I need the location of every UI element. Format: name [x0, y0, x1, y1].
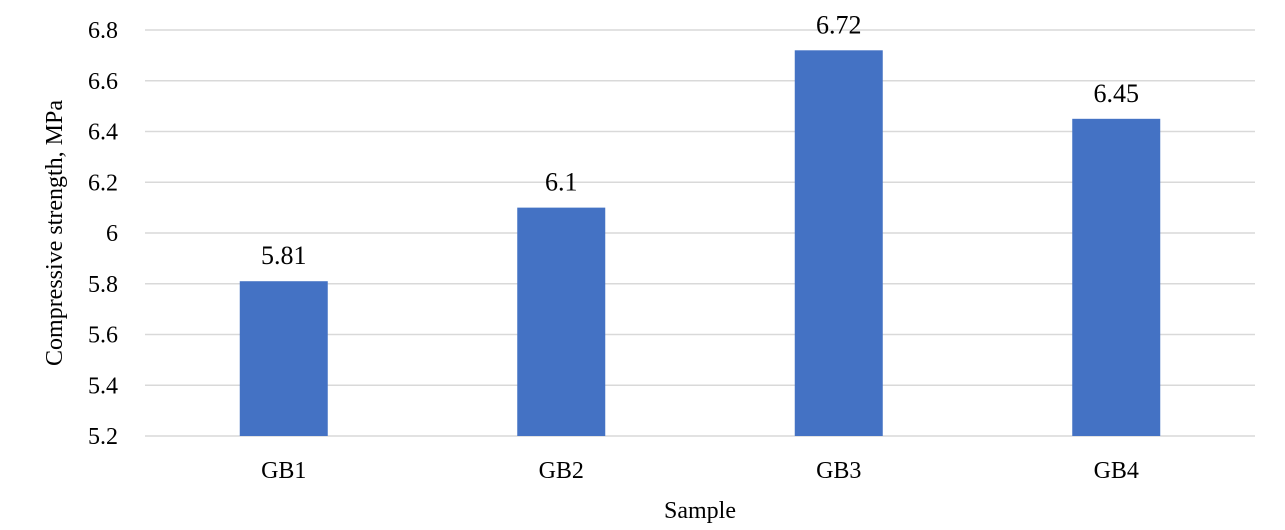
data-label-gb3: 6.72 — [816, 10, 862, 39]
bar-gb2 — [517, 207, 606, 436]
y-axis-tick-labels: 5.2 5.4 5.6 5.8 6 6.2 6.4 6.6 6.8 — [88, 18, 118, 450]
y-tick-label: 6 — [106, 221, 118, 247]
bar-gb3 — [794, 50, 883, 437]
gridlines — [145, 29, 1255, 437]
y-tick-label: 5.2 — [88, 424, 118, 450]
bar-gb4 — [1072, 118, 1161, 436]
y-tick-label: 6.4 — [88, 120, 118, 146]
y-tick-label: 5.8 — [88, 272, 118, 298]
data-labels: 5.81 6.1 6.72 6.45 — [261, 10, 1139, 270]
y-tick-label: 5.6 — [88, 323, 118, 349]
x-tick-label-gb3: GB3 — [816, 458, 861, 484]
bar-gb1 — [239, 281, 328, 436]
x-axis-title: Sample — [664, 498, 736, 524]
x-tick-label-gb2: GB2 — [539, 458, 584, 484]
y-tick-label: 6.2 — [88, 170, 118, 196]
bars — [239, 50, 1161, 437]
data-label-gb1: 5.81 — [261, 241, 307, 270]
y-tick-label: 6.6 — [88, 69, 118, 95]
x-axis-tick-labels: GB1 GB2 GB3 GB4 — [261, 458, 1139, 484]
y-axis-title: Compressive strength, MPa — [42, 100, 68, 366]
y-tick-label: 6.8 — [88, 18, 118, 44]
y-tick-label: 5.4 — [88, 373, 118, 399]
x-tick-label-gb4: GB4 — [1094, 458, 1139, 484]
x-tick-label-gb1: GB1 — [261, 458, 306, 484]
data-label-gb4: 6.45 — [1094, 79, 1140, 108]
data-label-gb2: 6.1 — [545, 168, 578, 197]
